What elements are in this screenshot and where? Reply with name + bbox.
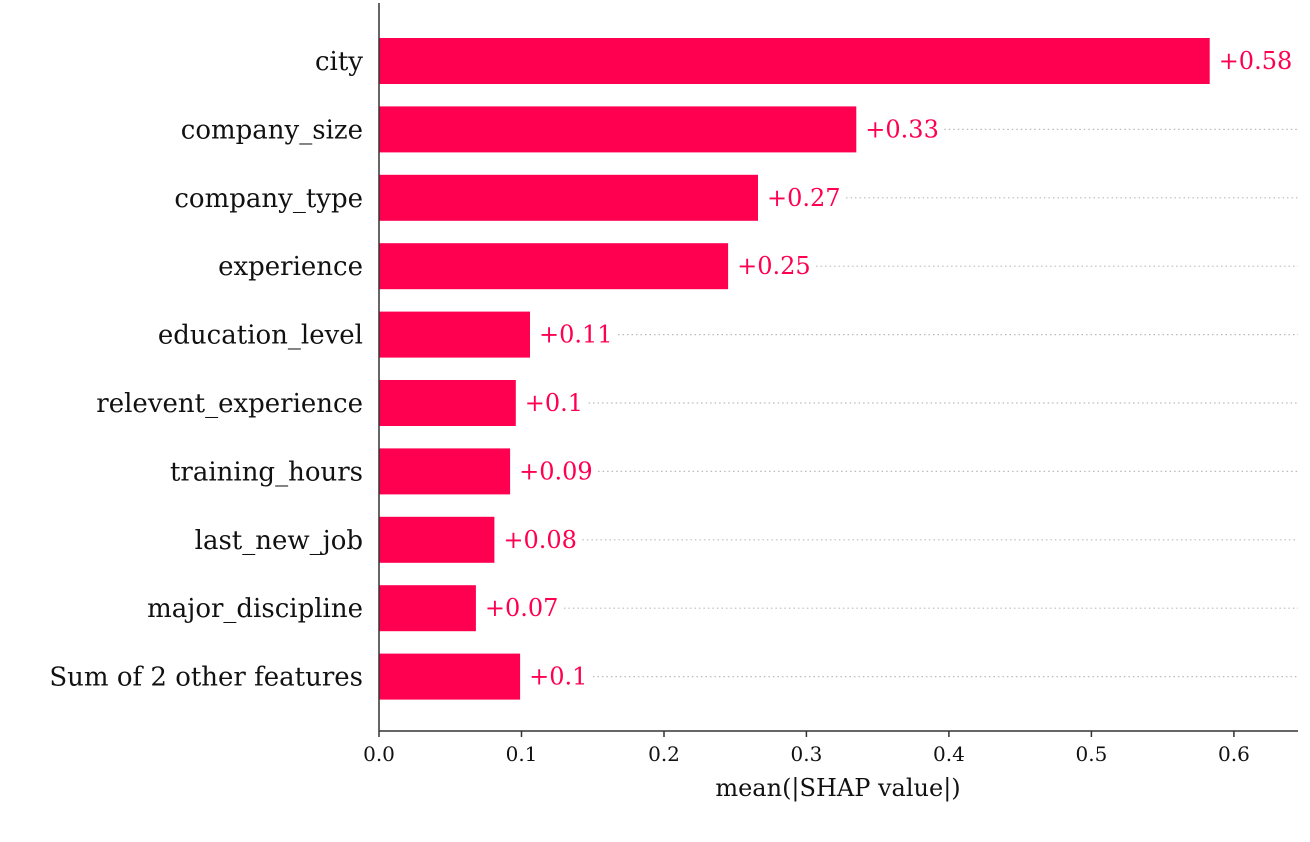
row-guides [563, 60, 1298, 678]
bar [379, 585, 476, 632]
value-label: +0.1 [525, 389, 583, 417]
value-label: +0.1 [529, 663, 587, 691]
category-label: Sum of 2 other features [49, 663, 363, 693]
bar [379, 448, 511, 495]
x-tick-label: 0.3 [790, 742, 822, 766]
bar [379, 174, 758, 221]
value-label: +0.33 [865, 115, 939, 143]
x-tick-label: 0.5 [1075, 742, 1107, 766]
value-label: +0.25 [737, 252, 811, 280]
category-label: company_size [181, 115, 363, 145]
x-tick-label: 0.2 [648, 742, 680, 766]
bar [379, 38, 1210, 84]
axes: 0.0 0.1 0.2 0.3 0.4 0.5 0.6 [363, 3, 1298, 766]
x-tick-label: 0.4 [933, 742, 965, 766]
bar [379, 653, 521, 700]
x-axis-title: mean(|SHAP value|) [715, 774, 960, 803]
category-label: company_type [174, 184, 363, 214]
value-label: +0.09 [519, 457, 593, 485]
bar [379, 380, 516, 426]
category-label: city [315, 47, 363, 77]
bar [379, 516, 495, 563]
category-labels: city company_size company_type experience ed… [49, 47, 363, 693]
bar [379, 243, 729, 290]
category-label: education_level [158, 321, 363, 351]
x-tick-label: 0.1 [506, 742, 538, 766]
x-tick-label: 0.0 [363, 742, 395, 766]
value-labels: +0.58 +0.33 +0.27 +0.25 +0.11 +0.1 +0.09 +0.08 +… [485, 47, 1292, 691]
value-label: +0.07 [485, 594, 559, 622]
x-tick-label: 0.6 [1218, 742, 1250, 766]
value-label: +0.11 [539, 321, 613, 349]
value-label: +0.08 [503, 526, 577, 554]
value-label: +0.58 [1219, 47, 1293, 75]
bar [379, 311, 530, 358]
category-label: experience [218, 252, 363, 282]
category-label: last_new_job [195, 526, 363, 556]
bars [379, 38, 1210, 700]
category-label: training_hours [170, 457, 363, 487]
category-label: major_discipline [147, 594, 363, 624]
bar [379, 106, 857, 153]
value-label: +0.27 [767, 184, 841, 212]
category-label: relevent_experience [96, 389, 363, 419]
